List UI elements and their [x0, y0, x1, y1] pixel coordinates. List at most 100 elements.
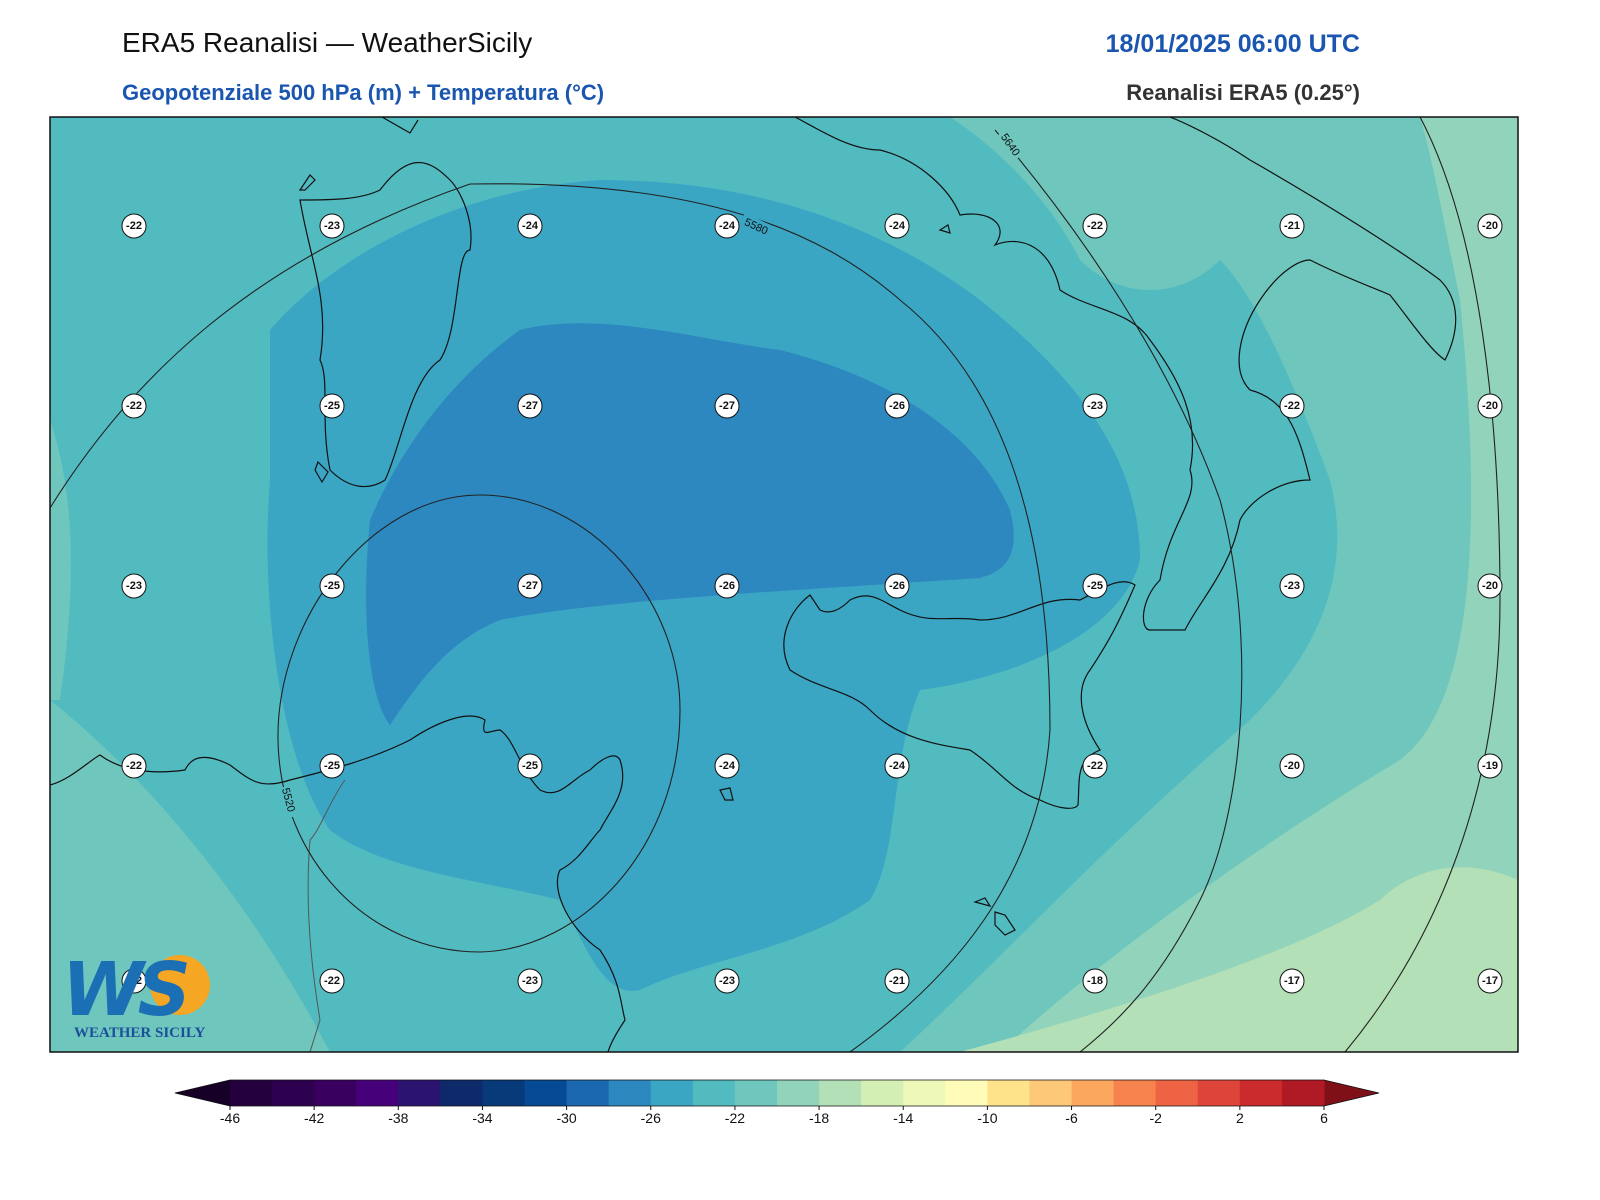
temperature-label: -19	[1482, 760, 1498, 772]
temperature-marker	[517, 753, 543, 779]
colorbar-bin	[314, 1080, 357, 1106]
coastline	[719, 787, 1016, 936]
temperature-point: -27	[517, 573, 543, 599]
temperature-label: -23	[1087, 400, 1103, 412]
temperature-marker	[1279, 968, 1305, 994]
temperature-point: -25	[319, 573, 345, 599]
temperature-label: -24	[719, 220, 736, 232]
temperature-label: -26	[889, 580, 905, 592]
temperature-point: -17	[1279, 968, 1305, 994]
temperature-marker	[1477, 213, 1503, 239]
temperature-marker	[319, 968, 345, 994]
label-bg	[994, 128, 1026, 162]
colorbar-bin	[440, 1080, 483, 1106]
contour-line	[277, 494, 681, 953]
colorbar-bin	[819, 1080, 862, 1106]
logo-name: WEATHER SICILY	[74, 1025, 205, 1041]
temperature-label: -24	[889, 760, 906, 772]
temperature-label: -21	[1284, 220, 1300, 232]
temperature-marker	[121, 393, 147, 419]
temperature-marker	[714, 968, 740, 994]
temperature-point: -22	[319, 968, 345, 994]
colorbar-tick-label: -6	[1065, 1110, 1078, 1126]
labels-layer: 5520 5580 5640 -22 -23 -24 -24 -24 -22 -21 -20-…	[121, 128, 1503, 994]
colorbar-tick-label: -14	[893, 1110, 913, 1126]
map-area	[50, 117, 1518, 1052]
temperature-label: -27	[719, 400, 735, 412]
temperature-marker	[1477, 753, 1503, 779]
temperature-marker	[1279, 573, 1305, 599]
source: Reanalisi ERA5 (0.25°)	[1126, 80, 1360, 105]
title: ERA5 Reanalisi — WeatherSicily	[122, 27, 532, 58]
colorbar-tick-label: -38	[388, 1110, 408, 1126]
temperature-marker	[1082, 968, 1108, 994]
label-bg	[277, 787, 297, 817]
temperature-marker	[884, 393, 910, 419]
temperature-marker	[1082, 213, 1108, 239]
colorbar-bin	[608, 1080, 652, 1106]
logo-sun	[150, 955, 210, 1015]
temperature-point: -25	[319, 393, 345, 419]
colorbar-bin	[734, 1080, 778, 1106]
colorbar-tick-label: -42	[304, 1110, 324, 1126]
field-band	[366, 323, 1014, 725]
temperature-marker	[1082, 573, 1108, 599]
coastline	[794, 117, 1457, 631]
temperature-label: -18	[1087, 975, 1103, 987]
temperature-marker	[319, 393, 345, 419]
temperature-point: -20	[1279, 753, 1305, 779]
temperature-marker	[714, 213, 740, 239]
temperature-point: -23	[1082, 393, 1108, 419]
temperature-point: -20	[1477, 393, 1503, 419]
colorbar-bin	[945, 1080, 988, 1106]
colorbar-bin	[650, 1080, 694, 1106]
temperature-label: -22	[1284, 400, 1300, 412]
temperature-marker	[1279, 393, 1305, 419]
colorbar-bin	[1071, 1080, 1115, 1106]
field-band	[50, 420, 330, 1052]
temperature-label: -27	[522, 400, 538, 412]
colorbar-tick-label: -22	[725, 1110, 745, 1126]
field-band	[960, 867, 1518, 1052]
temperature-point: -19	[1477, 753, 1503, 779]
colorbar-bin	[524, 1080, 568, 1106]
temperature-point: -23	[319, 213, 345, 239]
colorbar-bin	[356, 1080, 399, 1106]
temperature-label: -22	[126, 760, 142, 772]
colorbar-bin	[1113, 1080, 1157, 1106]
temperature-marker	[1082, 753, 1108, 779]
temperature-label: -23	[1284, 580, 1300, 592]
temperature-marker	[1082, 393, 1108, 419]
temperature-point: -26	[884, 573, 910, 599]
colorbar-tick-label: -30	[556, 1110, 576, 1126]
temperature-point: -22	[1279, 393, 1305, 419]
temperature-marker	[884, 753, 910, 779]
temperature-label: -24	[889, 220, 906, 232]
temperature-marker	[714, 393, 740, 419]
temperature-point: -26	[884, 393, 910, 419]
temperature-label: -22	[1087, 220, 1103, 232]
temperature-label: -26	[719, 580, 735, 592]
map-frame	[49, 116, 1519, 1053]
temperature-marker	[1279, 753, 1305, 779]
temperature-label: -24	[522, 220, 539, 232]
temperature-marker	[884, 213, 910, 239]
colorbar-bin	[777, 1080, 820, 1106]
colorbar-bin	[1197, 1080, 1241, 1106]
temperature-point: -22	[1082, 753, 1108, 779]
temperature-label: -20	[1482, 400, 1498, 412]
colorbar-bin	[903, 1080, 946, 1106]
colorbar: -46 -42 -38 -34 -30 -26 -22 -18 -14 -10 -6 -2 2 6	[174, 1079, 1380, 1126]
colorbar-bin	[566, 1080, 610, 1106]
field-band	[1000, 117, 1518, 1052]
temperature-point: -24	[714, 753, 740, 779]
temperature-point: -21	[884, 968, 910, 994]
colorbar-tick-label: 2	[1236, 1110, 1244, 1126]
temperature-marker	[517, 573, 543, 599]
colorbar-tick-label: -2	[1149, 1110, 1162, 1126]
datetime: 18/01/2025 06:00 UTC	[1106, 30, 1360, 58]
coastline	[938, 224, 951, 234]
temperature-marker	[121, 213, 147, 239]
colorbar-bin	[230, 1080, 273, 1106]
colorbar-tick-label: -46	[220, 1110, 240, 1126]
